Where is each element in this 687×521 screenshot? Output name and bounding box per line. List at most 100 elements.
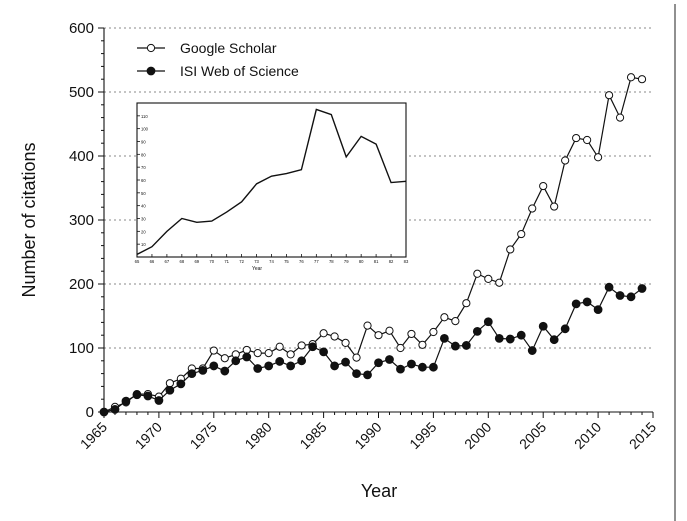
inset-x-tick-label: 72 [239, 259, 244, 264]
inset-x-tick-label: 73 [254, 259, 259, 264]
google-scholar-point [594, 153, 603, 162]
google-scholar-point [407, 329, 416, 339]
google-scholar-point [385, 326, 394, 335]
x-tick-label: 1965 [77, 419, 110, 452]
isi-web-of-science-point [242, 352, 252, 362]
isi-web-of-science-point [385, 355, 394, 364]
google-scholar-point [604, 91, 614, 100]
isi-web-of-science-point [538, 321, 548, 331]
y-tick-label: 100 [69, 340, 94, 357]
google-scholar-point [297, 341, 306, 350]
google-scholar-point [253, 349, 262, 358]
legend-label-google-scholar: Google Scholar [180, 40, 277, 56]
isi-web-of-science-point [439, 334, 449, 343]
isi-web-of-science-point [429, 362, 438, 372]
google-scholar-point [396, 343, 405, 353]
isi-web-of-science-point [396, 364, 405, 374]
inset-x-tick-label: 67 [165, 259, 170, 264]
x-tick-label: 1975 [187, 419, 220, 452]
google-scholar-point [264, 349, 273, 358]
y-tick-label: 400 [69, 148, 94, 165]
isi-web-of-science-point [363, 370, 372, 380]
google-scholar-point [286, 350, 295, 359]
isi-web-of-science-point [582, 297, 592, 307]
isi-web-of-science-point [143, 391, 153, 401]
google-scholar-point [451, 317, 460, 326]
google-scholar-point [572, 133, 581, 143]
inset-y-tick-label: 40 [141, 204, 146, 209]
isi-web-of-science-point [549, 335, 559, 345]
google-scholar-point [583, 135, 592, 145]
inset-x-tick-label: 80 [359, 259, 364, 264]
isi-web-of-science-point [494, 334, 504, 343]
inset-x-tick-label: 76 [299, 259, 304, 264]
isi-web-of-science-point [560, 324, 570, 334]
isi-web-of-science-point [341, 357, 350, 367]
inset-chart: 10 20 30 40 50 60 70 80 90 100 110 65 66 67 68 69 70 71 72… [135, 102, 409, 264]
x-tick-label: 2015 [626, 419, 659, 452]
isi-web-of-science-point [626, 292, 636, 302]
inset-frame [136, 102, 407, 258]
isi-web-of-science-point [615, 291, 625, 300]
isi-web-of-science-point [516, 330, 526, 340]
inset-y-tick-label: 90 [141, 140, 146, 145]
google-scholar-point [550, 202, 559, 211]
isi-web-of-science-point [604, 282, 614, 292]
isi-web-of-science-point [527, 346, 537, 355]
inset-y-tick-label: 60 [141, 178, 146, 183]
google-scholar-point [473, 269, 482, 278]
legend-label-isi-web-of-science: ISI Web of Science [180, 63, 299, 79]
isi-web-of-science-point [461, 341, 471, 350]
isi-web-of-science-point [374, 358, 383, 368]
isi-web-of-science-point [231, 356, 241, 366]
google-scholar-point [275, 342, 284, 351]
google-scholar-point [539, 181, 548, 191]
isi-web-of-science-point [319, 347, 329, 357]
isi-web-of-science-point [472, 326, 482, 336]
google-scholar-point [341, 338, 350, 347]
isi-web-of-science-point [165, 385, 175, 395]
inset-y-tick-label: 20 [141, 229, 146, 234]
isi-web-of-science-point [176, 379, 186, 389]
main-series [99, 73, 647, 417]
isi-web-of-science-point [450, 341, 460, 351]
isi-web-of-science-point [198, 366, 208, 375]
google-scholar-point [484, 274, 493, 283]
inset-x-tick-label: 74 [269, 259, 274, 264]
isi-web-of-science-point [220, 366, 230, 376]
inset-x-tick-label: 71 [224, 259, 229, 264]
isi-web-of-science-point [132, 390, 142, 400]
google-scholar-point [626, 73, 636, 82]
x-tick-label: 1985 [296, 419, 329, 452]
x-tick-label: 2005 [516, 419, 549, 452]
google-scholar-point [528, 204, 537, 213]
isi-web-of-science-point [418, 362, 427, 372]
google-scholar-point [352, 353, 361, 362]
google-scholar-point [429, 327, 438, 337]
inset-x-tick-label: 70 [209, 259, 214, 264]
x-tick-label: 2000 [461, 419, 494, 452]
inset-x-tick-label: 79 [344, 259, 349, 264]
isi-web-of-science-point [308, 342, 318, 352]
isi-web-of-science-point [407, 359, 416, 369]
inset-y-tick-label: 10 [141, 242, 146, 247]
y-tick-label: 0 [86, 404, 94, 421]
google-scholar-point [506, 245, 515, 254]
isi-web-of-science-point [99, 407, 109, 417]
x-tick-label: 1995 [406, 419, 439, 452]
google-scholar-point [242, 345, 251, 355]
inset-y-tick-label: 30 [141, 217, 146, 222]
isi-web-of-science-point [505, 334, 515, 344]
isi-web-of-science-point [264, 361, 274, 371]
legend-marker-isi-web-of-science [146, 66, 156, 76]
x-tick-label: 1980 [241, 419, 274, 452]
legend-marker-google-scholar [146, 43, 156, 53]
inset-x-tick-label: 68 [179, 259, 184, 264]
isi-web-of-science-point [352, 369, 361, 379]
chart-legend: Google Scholar ISI Web of Science [137, 40, 299, 79]
y-tick-label: 300 [69, 212, 94, 229]
google-scholar-point [165, 379, 174, 388]
isi-web-of-science-point [209, 361, 219, 371]
inset-x-tick-label: 83 [404, 259, 409, 264]
google-scholar-point [209, 346, 218, 355]
